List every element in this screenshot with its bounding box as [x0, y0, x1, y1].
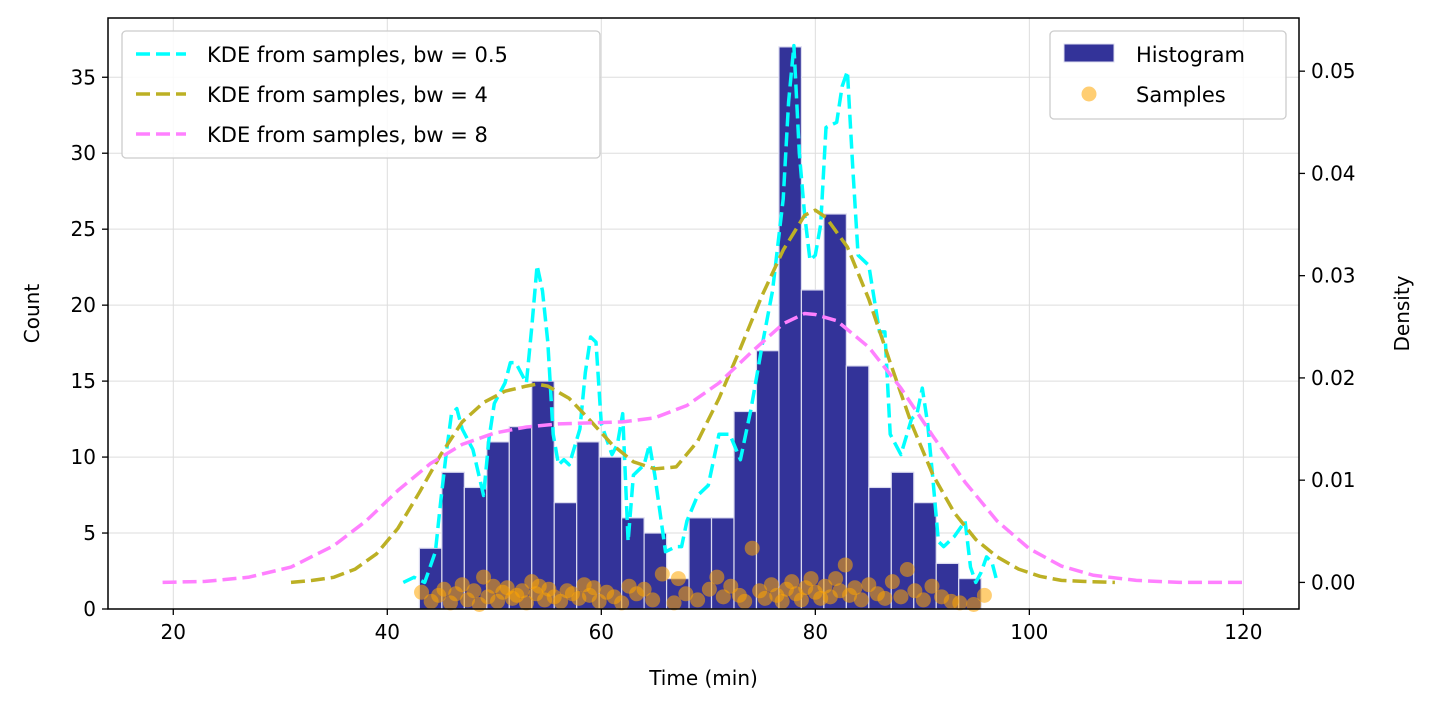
- legend-label: KDE from samples, bw = 4: [207, 83, 488, 107]
- y2-tick-label: 0.00: [1311, 570, 1356, 594]
- sample-points: [414, 540, 992, 612]
- sample-point: [757, 590, 773, 606]
- y2-tick-label: 0.05: [1311, 59, 1356, 83]
- legend-label: KDE from samples, bw = 8: [207, 123, 488, 147]
- histogram-bar: [755, 350, 780, 610]
- sample-point: [454, 577, 470, 593]
- sample-point: [414, 584, 430, 600]
- axes: 20 40 60 80 100 120 0 5 10 15 20 25 30 35 0.00 0.01 0.02…: [71, 59, 1356, 644]
- kde-line-2: [290, 208, 1115, 585]
- sample-point: [709, 569, 725, 585]
- sample-point: [837, 557, 853, 573]
- x-tick-label: 120: [1224, 620, 1262, 644]
- sample-point: [645, 592, 661, 608]
- histogram-bar: [845, 365, 870, 610]
- y-tick-label: 25: [71, 217, 96, 241]
- sample-point: [976, 587, 992, 603]
- x-tick-label: 20: [161, 620, 186, 644]
- sample-point: [614, 595, 630, 611]
- y2-axis-title: Density: [1390, 275, 1414, 351]
- y2-tick-label: 0.02: [1311, 366, 1356, 390]
- legend-histogram-samples: Histogram Samples: [1049, 30, 1287, 120]
- legend-label: KDE from samples, bw = 0.5: [207, 43, 508, 67]
- sample-point: [701, 581, 717, 597]
- sample-point: [636, 581, 652, 597]
- sample-point: [793, 592, 809, 608]
- y-tick-label: 10: [71, 445, 96, 469]
- sample-point: [784, 574, 800, 590]
- x-tick-label: 100: [1010, 620, 1048, 644]
- x-tick-label: 40: [375, 620, 400, 644]
- plot-area-frame: [107, 17, 1300, 610]
- y-tick-label: 5: [83, 521, 96, 545]
- y-tick-label: 0: [83, 597, 96, 621]
- sample-point: [666, 595, 682, 611]
- sample-point: [847, 580, 863, 596]
- sample-point: [690, 592, 706, 608]
- sample-point: [670, 571, 686, 587]
- sample-point: [678, 586, 694, 602]
- sample-point: [952, 595, 968, 611]
- sample-point: [774, 593, 790, 609]
- sample-point: [884, 574, 900, 590]
- sample-point: [877, 590, 893, 606]
- legend-label: Samples: [1136, 83, 1226, 107]
- legend-marker-swatch: [1081, 86, 1097, 102]
- sample-point: [476, 569, 492, 585]
- kde-line-3: [162, 311, 1244, 585]
- sample-point: [893, 589, 909, 605]
- sample-point: [715, 589, 731, 605]
- x-tick-label: 80: [803, 620, 828, 644]
- y-axis-title: Count: [20, 284, 44, 344]
- histogram-bar: [800, 289, 825, 610]
- sample-point: [436, 581, 452, 597]
- sample-point: [744, 540, 760, 556]
- kde-line-1: [402, 43, 999, 585]
- sample-point: [853, 592, 869, 608]
- y-tick-label: 35: [71, 65, 96, 89]
- x-tick-label: 60: [589, 620, 614, 644]
- kde-lines: [162, 43, 1244, 585]
- sample-point: [737, 593, 753, 609]
- sample-point: [586, 580, 602, 596]
- y2-tick-label: 0.04: [1311, 161, 1356, 185]
- sample-point: [514, 583, 530, 599]
- sample-point: [803, 571, 819, 587]
- x-axis-title: Time (min): [648, 666, 758, 690]
- sample-point: [518, 595, 534, 611]
- y-tick-label: 20: [71, 293, 96, 317]
- y-tick-label: 30: [71, 141, 96, 165]
- sample-point: [828, 571, 844, 587]
- legend-box: [121, 30, 601, 159]
- sample-point: [466, 583, 482, 599]
- y2-tick-label: 0.03: [1311, 264, 1356, 288]
- legend-kde: KDE from samples, bw = 0.5 KDE from sampl…: [121, 30, 601, 159]
- legend-bar-swatch: [1063, 43, 1115, 63]
- y2-tick-label: 0.01: [1311, 468, 1356, 492]
- sample-point: [654, 566, 670, 582]
- legend-label: Histogram: [1136, 43, 1245, 67]
- sample-point: [899, 561, 915, 577]
- sample-point: [915, 592, 931, 608]
- histogram-bar: [823, 213, 847, 610]
- sample-point: [966, 596, 982, 612]
- sample-point: [924, 578, 940, 594]
- y-tick-label: 15: [71, 369, 96, 393]
